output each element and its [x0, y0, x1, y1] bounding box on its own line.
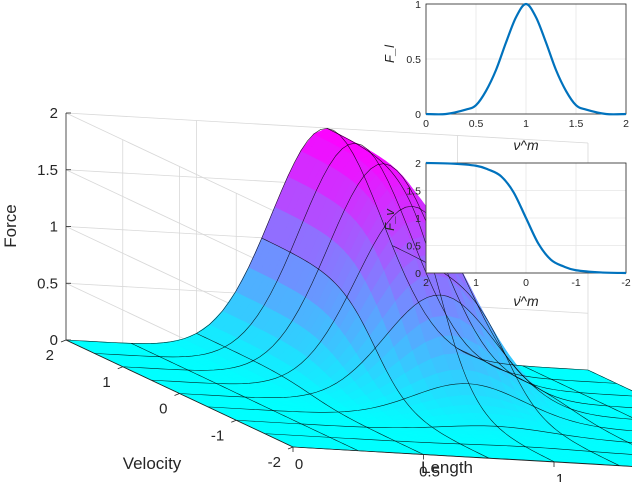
surface-patch: [617, 415, 632, 420]
surface-patch: [617, 431, 632, 436]
plot-frame: [425, 162, 627, 274]
surface-patch: [616, 399, 632, 404]
y-tick-label: -1: [211, 427, 224, 444]
z-tick-label: 1.5: [37, 162, 58, 179]
surface-patch: [622, 455, 632, 460]
x-tick-label: 0: [295, 456, 303, 473]
surface-patch: [615, 457, 632, 462]
inset-length-x-label: ν^m: [513, 137, 539, 153]
surface-mesh-line-length: [522, 365, 632, 418]
surface-patch: [615, 419, 632, 425]
surface-mesh-line-length: [587, 369, 632, 392]
surface-mesh-line-velocity: [94, 142, 617, 384]
y-tick: [174, 393, 180, 396]
inset-velocity-axes: 2 1 0 -1 -2 0 0.5 1 1.5 2: [406, 158, 630, 289]
surface-patch: [626, 463, 632, 467]
surface-patch: [620, 460, 632, 465]
x-tick-label: 2: [423, 277, 429, 289]
y-tick-label: 1.5: [406, 186, 421, 198]
surface-mesh-line-velocity: [151, 205, 632, 408]
surface-patch: [625, 446, 632, 450]
surface-patch: [622, 402, 632, 406]
y-tick-label: 1: [102, 374, 110, 391]
x-tick-label: 0.5: [419, 464, 440, 481]
surface-patch: [620, 390, 632, 394]
y-tick-label: 0.5: [406, 54, 421, 66]
surface-patch: [627, 425, 632, 429]
surface-patch: [615, 403, 632, 408]
series-line: [425, 161, 627, 275]
y-tick-label: 0: [415, 109, 421, 121]
surface-patch: [624, 451, 632, 455]
surface-patch: [613, 424, 632, 429]
x-tick-label: 1.5: [569, 118, 584, 130]
x-tick-label: 0: [423, 118, 429, 130]
surface-mesh: [65, 128, 632, 467]
z-tick-label: 1: [50, 219, 58, 236]
inset-length-axes: 0 0.5 1 1.5 2 0 0.5 1: [406, 0, 629, 130]
surface-patch: [628, 404, 632, 408]
y-tick: [287, 446, 294, 450]
z-tick-label: 0.5: [37, 275, 58, 292]
y-tick-label: 0.5: [406, 241, 421, 253]
surface-mesh-line-velocity: [122, 163, 632, 397]
series-line: [425, 2, 627, 116]
surface-mesh-line-velocity: [65, 128, 589, 371]
surface-patch: [618, 448, 632, 453]
y-tick-label: 2: [46, 347, 54, 364]
x-tick-label: -2: [621, 277, 630, 289]
surface-x-label: Length: [421, 458, 473, 477]
surface-patch: [629, 437, 632, 440]
surface-patch: [625, 393, 632, 397]
y-tick-label: 1: [415, 0, 421, 11]
surface-patch: [620, 443, 632, 448]
x-tick-label: 1: [523, 118, 529, 130]
surface-patch: [628, 420, 632, 424]
surface-mesh-line-velocity: [236, 419, 632, 443]
inset-velocity-y-label: F_v: [382, 208, 397, 231]
surface-y-label: Velocity: [123, 454, 182, 473]
x-tick-label: 1: [556, 471, 564, 482]
surface-patch: [624, 397, 632, 401]
inset-velocity-x-label: ν̇^m: [513, 293, 539, 309]
surface-mesh-line-velocity: [207, 383, 632, 432]
y-tick-label: -2: [268, 454, 281, 471]
surface-patch: [626, 409, 632, 413]
z-tick-label: 0: [50, 332, 58, 349]
x-tick-label: -1: [571, 277, 580, 289]
x-tick-label: 0.5: [469, 118, 484, 130]
y-tick-label: 0: [415, 268, 421, 280]
x-tick-label: 1: [473, 277, 479, 289]
surface-patch: [623, 434, 632, 439]
x-tick-label: 2: [623, 118, 629, 130]
surface-mesh-line-velocity: [179, 294, 632, 420]
surface-patch: [628, 458, 632, 462]
inset-length-plot: 0 0.5 1 1.5 2 0 0.5 1 F_l ν^m: [382, 0, 629, 153]
x-tick-label: 0: [523, 277, 529, 289]
inset-length-y-label: F_l: [382, 44, 397, 63]
surface-mesh-line-velocity: [264, 433, 632, 455]
y-tick-label: 0: [159, 401, 167, 418]
inset-velocity-plot: 2 1 0 -1 -2 0 0.5 1 1.5 2 F_v ν̇^m: [382, 158, 631, 309]
surface-patch: [621, 422, 632, 427]
y-tick: [231, 419, 237, 423]
y-tick: [60, 339, 67, 343]
y-tick-label: 1: [415, 213, 421, 225]
y-tick: [117, 366, 123, 370]
z-tick-label: 2: [50, 105, 58, 122]
surface-z-label: Force: [1, 204, 20, 247]
surface-patch: [619, 427, 632, 432]
y-tick-label: 2: [415, 158, 421, 170]
